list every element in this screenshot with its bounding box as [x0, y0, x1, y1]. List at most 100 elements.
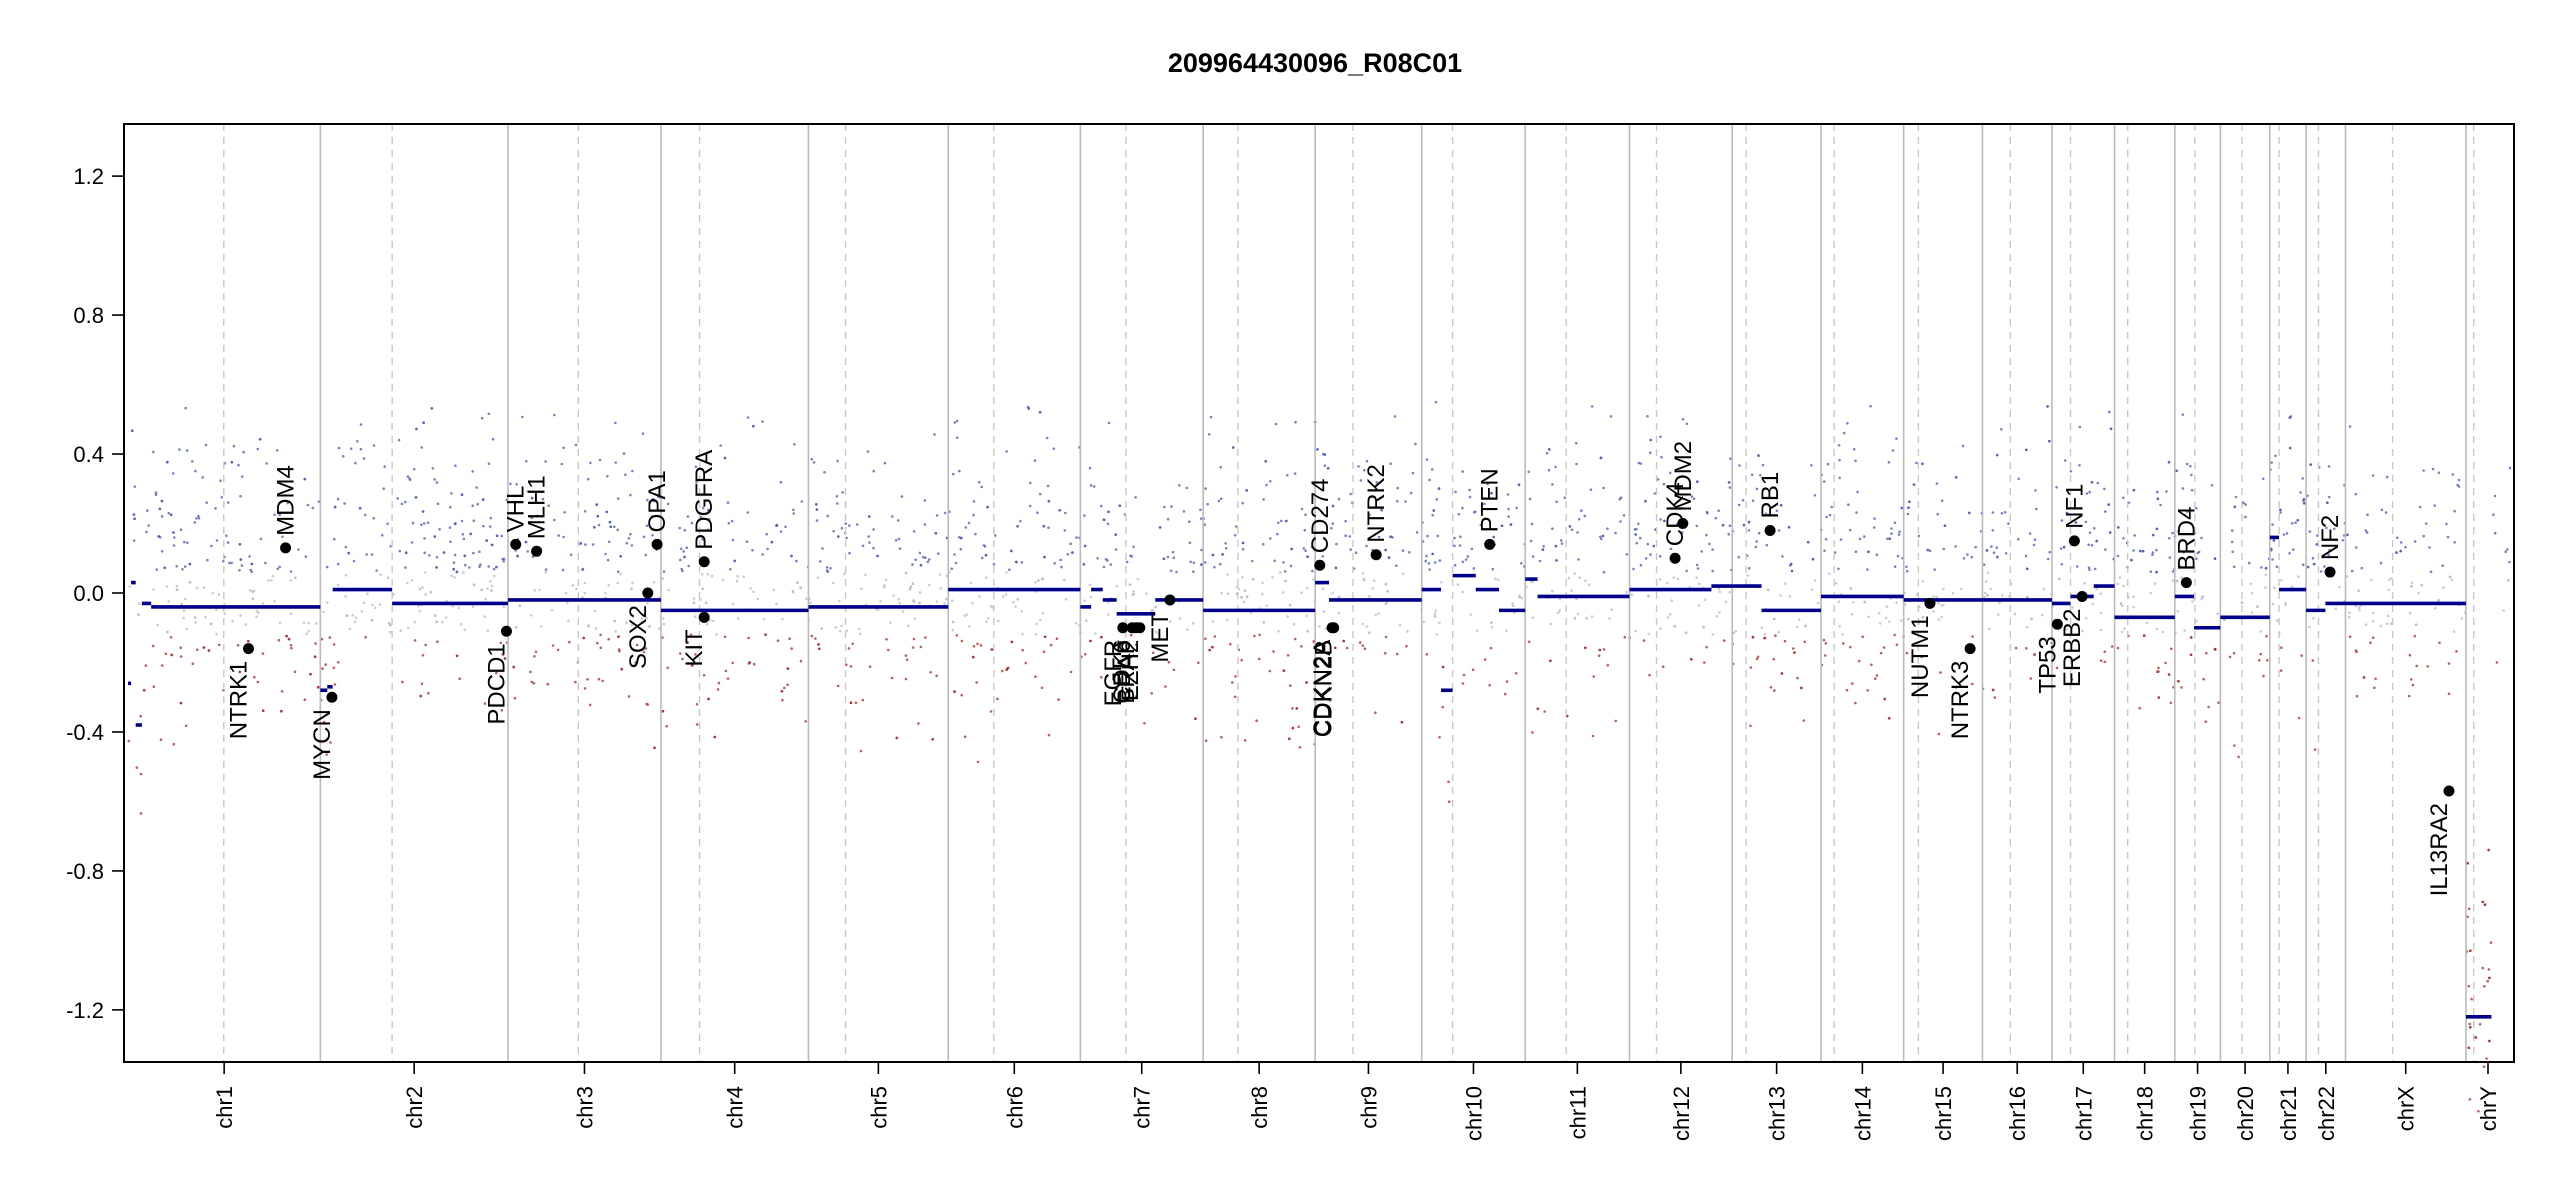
probe-point — [1887, 460, 1891, 464]
probe-point — [1656, 478, 1660, 481]
probe-point — [325, 753, 329, 756]
probe-point — [2413, 634, 2417, 638]
probe-point — [1235, 586, 1239, 589]
gene-point — [2180, 577, 2192, 589]
probe-point — [860, 587, 863, 590]
probe-point — [2373, 686, 2376, 690]
probe-point — [2151, 553, 2154, 556]
probe-point — [1461, 590, 1464, 594]
probe-point — [503, 657, 507, 660]
probe-point — [1759, 474, 1762, 477]
probe-point — [761, 420, 764, 423]
probe-point — [1211, 553, 1215, 557]
probe-point — [194, 469, 197, 473]
probe-point — [546, 682, 550, 686]
probe-point — [931, 738, 934, 741]
probe-point — [845, 536, 848, 540]
probe-point — [483, 615, 486, 618]
probe-point — [781, 698, 784, 702]
probe-point — [2347, 615, 2351, 619]
probe-point — [905, 658, 909, 662]
probe-point — [344, 573, 348, 577]
probe-point — [1288, 603, 1292, 607]
probe-point — [261, 709, 265, 712]
probe-point — [1033, 459, 1037, 462]
probe-point — [1337, 595, 1341, 599]
probe-point — [1954, 476, 1958, 479]
probe-point — [451, 604, 455, 608]
probe-point — [1005, 450, 1008, 453]
probe-point — [2181, 413, 2185, 416]
probe-point — [683, 528, 687, 532]
probe-point — [1038, 492, 1042, 496]
probe-point — [708, 619, 712, 622]
probe-point — [642, 621, 645, 624]
probe-point — [1037, 579, 1040, 582]
probe-point — [492, 567, 496, 571]
probe-point — [924, 636, 927, 639]
probe-point — [620, 667, 623, 671]
probe-point — [230, 561, 233, 565]
probe-point — [943, 602, 946, 605]
probe-point — [1368, 513, 1371, 517]
probe-point — [810, 457, 814, 461]
probe-point — [800, 500, 804, 503]
probe-point — [799, 659, 803, 663]
probe-point — [2396, 536, 2399, 540]
probe-point — [2488, 976, 2491, 980]
probe-point — [1838, 458, 1841, 462]
probe-point — [2204, 720, 2208, 723]
probe-point — [756, 597, 759, 601]
probe-point — [414, 496, 418, 499]
probe-point — [1514, 672, 1518, 675]
probe-point — [879, 600, 882, 603]
probe-point — [397, 438, 401, 442]
probe-point — [1515, 506, 1518, 510]
probe-point — [2093, 527, 2096, 530]
probe-point — [314, 642, 317, 645]
probe-point — [788, 637, 791, 640]
probe-point — [1757, 531, 1761, 535]
probe-point — [2156, 490, 2159, 494]
probe-point — [1040, 686, 1044, 690]
probe-point — [963, 735, 967, 738]
probe-point — [410, 541, 414, 544]
probe-point — [480, 416, 484, 420]
probe-point — [2422, 534, 2425, 538]
probe-point — [1243, 589, 1247, 592]
probe-point — [2264, 586, 2267, 589]
probe-point — [2477, 1109, 2480, 1113]
x-tick-label: chr3 — [572, 1086, 597, 1129]
probe-point — [362, 601, 366, 605]
probe-point — [433, 614, 437, 617]
probe-point — [926, 560, 930, 564]
probe-point — [406, 475, 410, 478]
probe-point — [433, 535, 437, 538]
probe-point — [1240, 596, 1243, 599]
probe-point — [1083, 514, 1086, 517]
probe-point — [2487, 968, 2491, 971]
probe-point — [1441, 665, 1445, 669]
probe-point — [1983, 591, 1987, 595]
probe-point — [919, 563, 923, 567]
probe-point — [1200, 548, 1203, 552]
probe-point — [2438, 641, 2441, 645]
probe-point — [1102, 518, 1105, 521]
probe-point — [332, 643, 336, 646]
probe-point — [2003, 511, 2007, 514]
probe-point — [1575, 597, 1578, 601]
probe-point — [556, 648, 560, 652]
probe-point — [1433, 615, 1437, 618]
probe-point — [1243, 739, 1247, 742]
probe-point — [156, 623, 160, 627]
gene-point — [1328, 622, 1340, 634]
probe-point — [1145, 592, 1148, 595]
probe-point — [727, 522, 731, 525]
probe-point — [2261, 477, 2265, 481]
probe-point — [1590, 405, 1594, 408]
probe-point — [1274, 422, 1278, 426]
probe-point — [1653, 492, 1657, 495]
probe-point — [435, 481, 439, 484]
probe-point — [1469, 613, 1473, 616]
probe-point — [574, 680, 577, 684]
